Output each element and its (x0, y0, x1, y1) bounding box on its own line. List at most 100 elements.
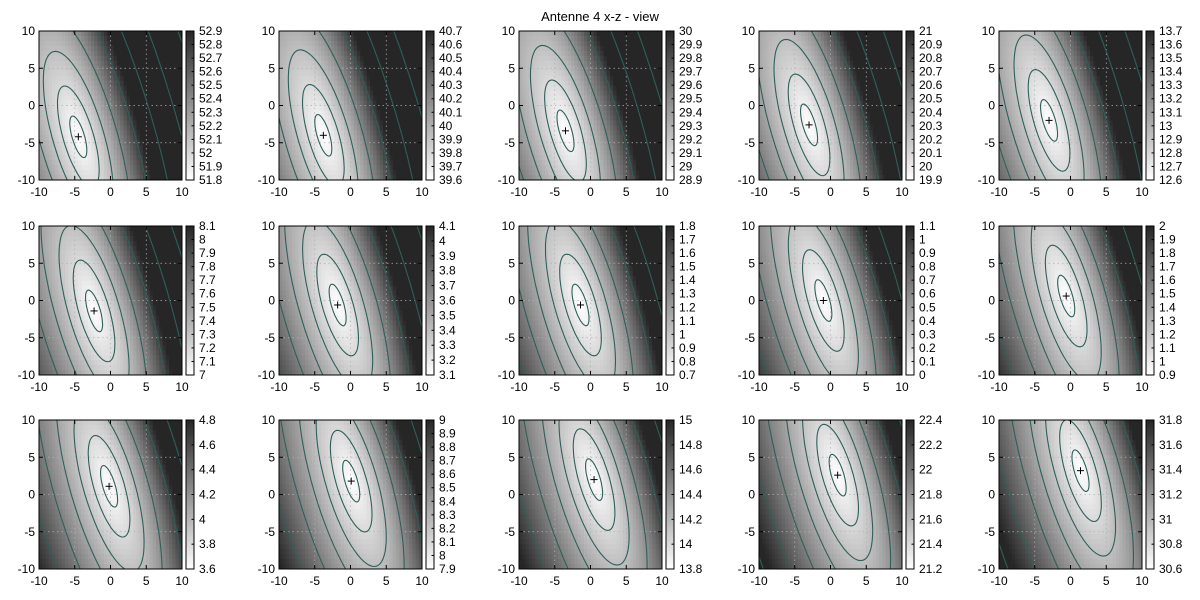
heatmap-cell (567, 150, 572, 156)
heatmap-cell (613, 45, 618, 52)
heatmap-cell (48, 35, 53, 42)
heatmap-cell (535, 60, 540, 67)
heatmap-cell (305, 110, 309, 117)
heatmap-cell (169, 120, 173, 126)
heatmap-cell (623, 55, 627, 62)
heatmap-cell (636, 50, 640, 57)
heatmap-cell (113, 135, 118, 141)
heatmap-cell (807, 110, 812, 117)
heatmap-cell (765, 140, 770, 146)
heatmap-cell (765, 90, 770, 97)
heatmap-cell (308, 50, 313, 57)
heatmap-cell (321, 75, 326, 82)
heatmap-cell (606, 90, 611, 97)
heatmap-cell (801, 170, 806, 176)
heatmap-cell (613, 75, 618, 82)
heatmap-cell (409, 105, 413, 112)
heatmap-cell (652, 95, 657, 102)
heatmap-cell (78, 110, 82, 117)
heatmap-cell (636, 90, 640, 97)
heatmap-cell (626, 145, 631, 151)
heatmap-cell (642, 140, 647, 146)
heatmap-cell (772, 80, 776, 87)
heatmap-cell (87, 155, 92, 161)
heatmap-cell (528, 90, 533, 97)
heatmap-cell (765, 55, 770, 62)
heatmap-cell (104, 50, 108, 57)
heatmap-cell (846, 31, 851, 37)
heatmap-cell (120, 100, 125, 107)
heatmap-cell (396, 75, 400, 82)
heatmap-cell (762, 115, 767, 121)
heatmap-cell (288, 115, 293, 121)
heatmap-cell (626, 45, 631, 52)
heatmap-cell (415, 145, 420, 151)
heatmap-cell (344, 95, 348, 102)
heatmap-cell (538, 150, 543, 156)
heatmap-cell (580, 170, 585, 176)
heatmap-cell (318, 145, 322, 151)
heatmap-cell (639, 40, 644, 47)
heatmap-cell (337, 95, 342, 102)
heatmap-cell (107, 135, 112, 141)
heatmap-cell (305, 31, 309, 37)
heatmap-cell (402, 70, 407, 77)
heatmap-cell (318, 175, 322, 180)
heatmap-cell (412, 70, 417, 77)
heatmap-cell (548, 31, 553, 37)
heatmap-cell (639, 100, 644, 107)
heatmap-cell (311, 40, 316, 47)
heatmap-cell (74, 35, 79, 42)
heatmap-cell (340, 70, 345, 77)
heatmap-cell (616, 85, 621, 92)
heatmap-cell (334, 95, 339, 102)
heatmap-cell (571, 175, 575, 180)
heatmap-cell (386, 55, 391, 62)
heatmap-cell (558, 85, 562, 92)
heatmap-cell (61, 135, 66, 141)
heatmap-cell (652, 160, 657, 166)
heatmap-cell (292, 80, 296, 87)
heatmap-cell (412, 40, 417, 47)
heatmap-cell (629, 31, 634, 37)
heatmap-cell (373, 105, 378, 112)
heatmap-cell (347, 105, 352, 112)
heatmap-cell (120, 140, 125, 146)
heatmap-cell (71, 160, 76, 166)
heatmap-cell (156, 170, 160, 176)
heatmap-cell (772, 90, 776, 97)
heatmap-cell (619, 135, 624, 141)
heatmap-cell (840, 35, 845, 42)
heatmap-cell (396, 80, 400, 87)
heatmap-cell (551, 55, 556, 62)
heatmap-cell (564, 135, 569, 141)
heatmap-cell (288, 95, 293, 102)
heatmap-cell (824, 175, 828, 180)
heatmap-cell (363, 125, 368, 131)
heatmap-cell (169, 55, 173, 62)
heatmap-cell (811, 75, 815, 82)
heatmap-cell (94, 175, 99, 180)
heatmap-cell (279, 90, 283, 97)
heatmap-cell (324, 31, 329, 37)
heatmap-cell (344, 40, 348, 47)
heatmap-cell (42, 105, 47, 112)
heatmap-cell (538, 125, 543, 131)
heatmap-cell (308, 130, 313, 136)
heatmap-cell (139, 125, 144, 131)
heatmap-cell (571, 140, 575, 146)
heatmap-cell (541, 65, 546, 72)
heatmap-cell (149, 31, 154, 37)
heatmap-cell (282, 55, 287, 62)
heatmap-cell (152, 60, 157, 67)
heatmap-cell (778, 35, 783, 42)
heatmap-cell (541, 45, 546, 52)
heatmap-cell (409, 60, 413, 67)
heatmap-cell (785, 70, 789, 77)
heatmap-cell (100, 60, 105, 67)
heatmap-cell (558, 160, 562, 166)
heatmap-cell (39, 175, 43, 180)
heatmap-cell (58, 135, 63, 141)
heatmap-cell (837, 85, 841, 92)
heatmap-cell (301, 70, 306, 77)
